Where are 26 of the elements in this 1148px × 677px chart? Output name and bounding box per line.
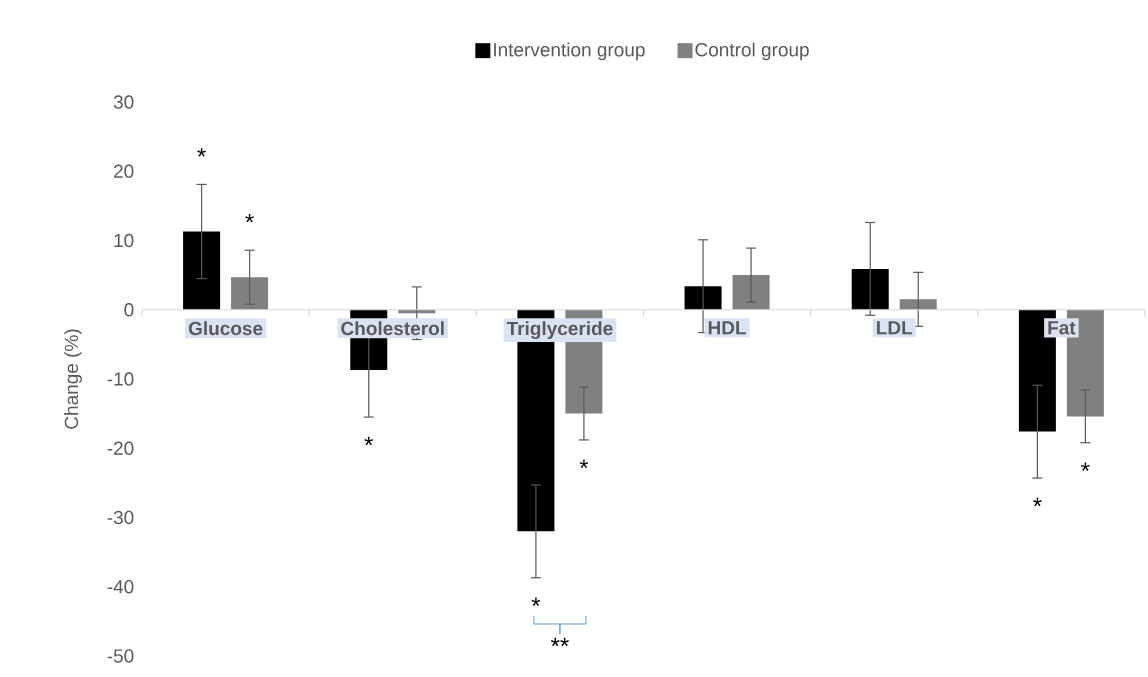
legend-label: Intervention group <box>494 42 645 61</box>
annotation: * <box>579 459 589 469</box>
annotation: * <box>531 597 541 606</box>
y-tick-label: 30 <box>113 95 134 109</box>
x-tick-label: Triglyceride <box>506 321 613 340</box>
annotation: * <box>197 148 206 157</box>
y-tick-label: -20 <box>107 441 134 455</box>
y-tick-label: 10 <box>114 233 134 248</box>
x-tick-label: HDL <box>708 321 746 335</box>
legend-label: Control group <box>695 42 809 61</box>
y-tick-label: -50 <box>107 649 134 663</box>
x-tick-label: Fat <box>1048 321 1076 335</box>
y-tick-label: 20 <box>114 164 134 178</box>
annotation: * <box>245 213 254 223</box>
y-axis-title: Change (%) <box>64 329 82 429</box>
x-tick-label: Glucose <box>188 321 263 336</box>
x-tick-label: LDL <box>877 321 913 335</box>
y-tick-label: 0 <box>124 303 134 317</box>
y-tick-label: -10 <box>107 372 134 386</box>
annotation: ** <box>550 637 569 647</box>
y-tick-label: -40 <box>107 580 134 594</box>
x-tick-label: Cholesterol <box>341 321 444 336</box>
annotation: * <box>364 436 374 446</box>
y-tick-label: -30 <box>107 510 134 525</box>
annotation: * <box>1033 497 1042 507</box>
annotation: * <box>1081 462 1090 471</box>
